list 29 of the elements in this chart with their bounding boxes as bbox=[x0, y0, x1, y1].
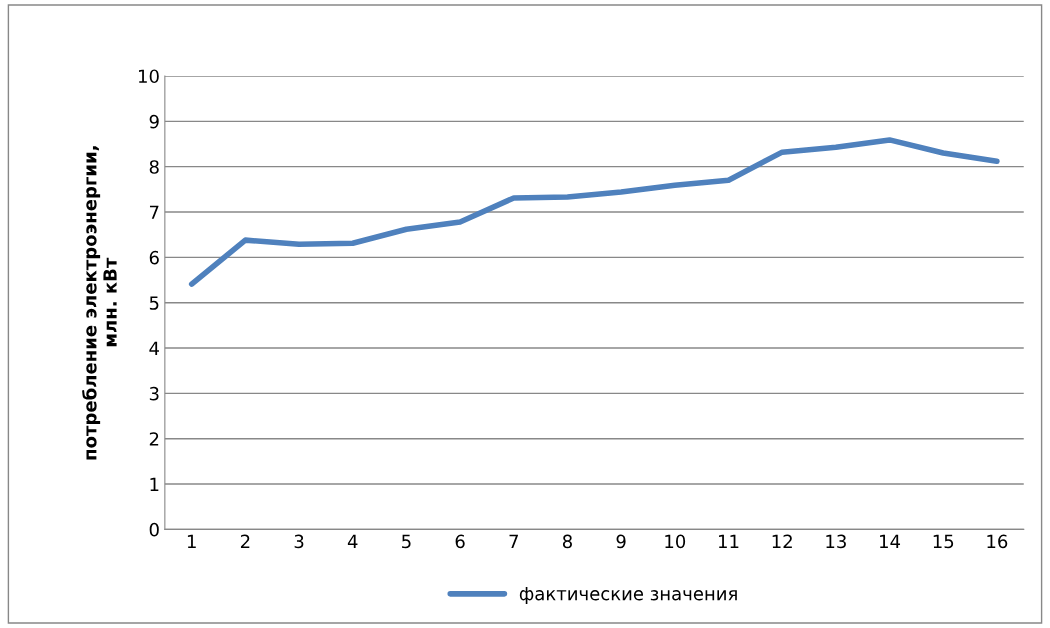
y-tick-label: 4 bbox=[149, 341, 159, 355]
x-tick-label: 10 bbox=[665, 534, 686, 549]
x-tick-label: 12 bbox=[772, 534, 792, 548]
y-tick-label: 7 bbox=[149, 205, 159, 219]
legend-label: фактические значения bbox=[519, 587, 737, 604]
y-axis-title: потребление электроэнергии, млн. кВт bbox=[82, 146, 117, 460]
x-tick-label: 14 bbox=[880, 534, 901, 548]
x-tick-label: 2 bbox=[240, 534, 250, 548]
x-tick-label: 8 bbox=[562, 534, 572, 549]
x-tick-label: 4 bbox=[347, 534, 358, 548]
y-tick-label: 8 bbox=[149, 160, 159, 174]
x-tick-label: 15 bbox=[933, 534, 954, 549]
y-tick-label: 0 bbox=[149, 522, 159, 537]
x-tick-label: 16 bbox=[987, 534, 1008, 549]
x-tick-label: 9 bbox=[616, 534, 626, 549]
x-tick-label: 11 bbox=[719, 534, 739, 548]
x-tick-label: 13 bbox=[826, 534, 846, 549]
y-tick-label: 3 bbox=[149, 386, 159, 401]
x-tick-label: 7 bbox=[509, 534, 518, 548]
y-tick-label: 2 bbox=[149, 432, 159, 446]
y-tick-label: 6 bbox=[149, 250, 159, 265]
x-tick-label: 5 bbox=[402, 534, 411, 549]
y-tick-label: 5 bbox=[149, 296, 159, 310]
y-tick-label: 9 bbox=[149, 114, 159, 129]
x-tick-label: 1 bbox=[187, 534, 196, 548]
y-tick-label: 10 bbox=[139, 69, 159, 84]
y-tick-label: 1 bbox=[150, 477, 159, 491]
x-tick-label: 6 bbox=[455, 534, 465, 549]
x-tick-label: 3 bbox=[294, 534, 304, 549]
